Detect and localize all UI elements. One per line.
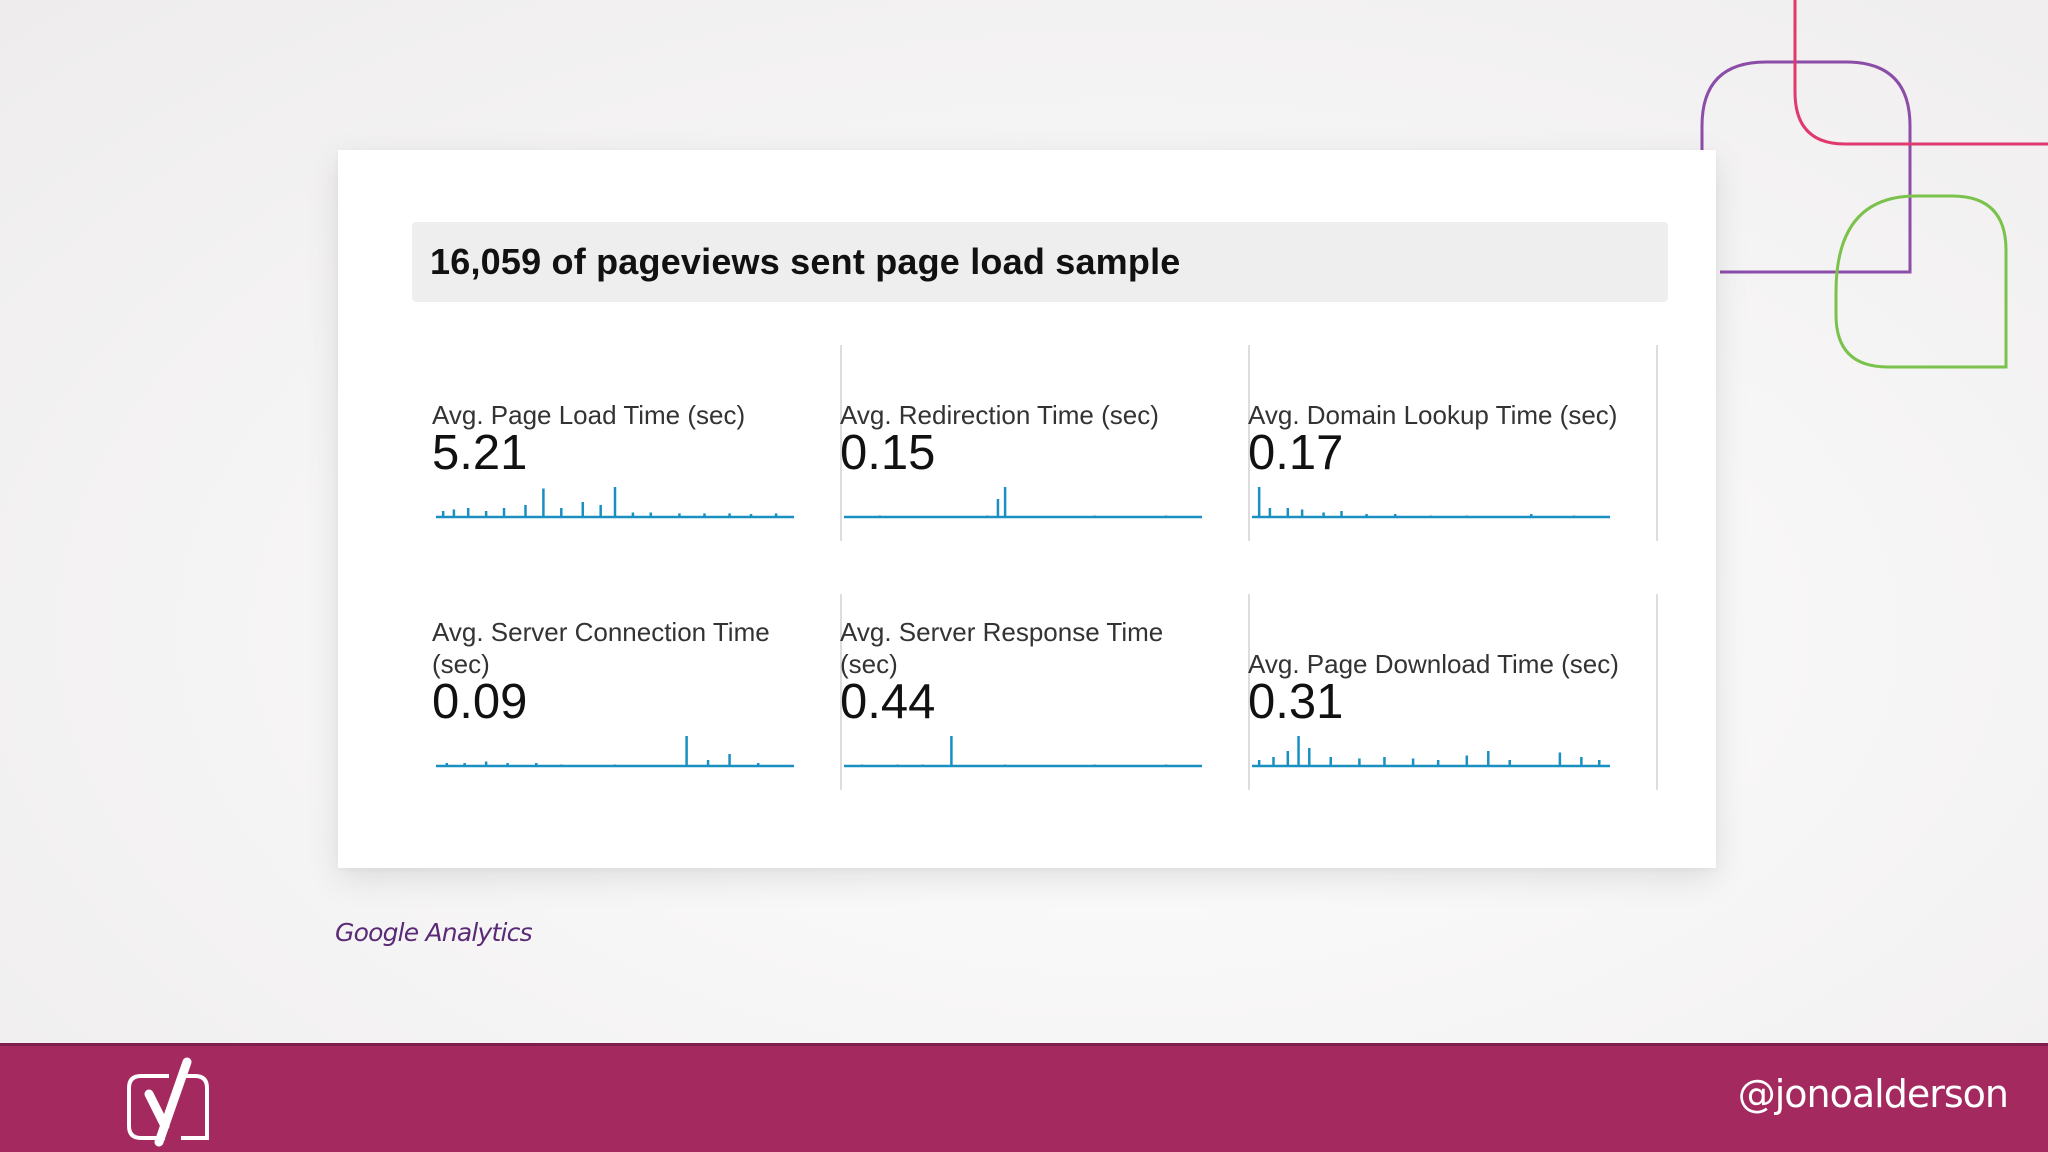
footer-bar: @jonoalderson xyxy=(0,1043,2048,1152)
metric-value: 0.31 xyxy=(1248,675,1344,729)
analytics-card: 16,059 of pageviews sent page load sampl… xyxy=(338,150,1716,868)
sparkline xyxy=(436,736,794,768)
metric-label: Avg. Page Download Time (sec) xyxy=(1248,649,1619,679)
metric-server-response-time: Avg. Server Response Time (sec) 0.44 xyxy=(840,594,1250,790)
metric-domain-lookup-time: Avg. Domain Lookup Time (sec) 0.17 xyxy=(1248,345,1658,541)
metric-server-connection-time: Avg. Server Connection Time (sec) 0.09 xyxy=(432,594,842,790)
metric-redirection-time: Avg. Redirection Time (sec) 0.15 xyxy=(840,345,1250,541)
source-caption: Google Analytics xyxy=(335,918,533,947)
metric-value: 0.09 xyxy=(432,675,528,729)
deco-purple-frame xyxy=(1700,60,1912,274)
metric-label: Avg. Page Load Time (sec) xyxy=(432,400,746,430)
sparkline xyxy=(844,736,1202,768)
metric-value: 0.44 xyxy=(840,675,936,729)
metric-page-download-time: Avg. Page Download Time (sec) 0.31 xyxy=(1248,594,1658,790)
metric-value: 0.17 xyxy=(1248,426,1344,480)
metric-label: Avg. Redirection Time (sec) xyxy=(840,400,1159,430)
metric-page-load-time: Avg. Page Load Time (sec) 5.21 xyxy=(432,345,842,541)
metric-label: Avg. Server Response Time (sec) xyxy=(840,617,1164,679)
deco-green-frame xyxy=(1834,194,2008,369)
pageviews-title: 16,059 of pageviews sent page load sampl… xyxy=(430,241,1181,282)
pageviews-header: 16,059 of pageviews sent page load sampl… xyxy=(412,222,1668,302)
metric-label: Avg. Domain Lookup Time (sec) xyxy=(1248,400,1618,430)
deco-pink-frame xyxy=(1793,0,2048,146)
sparkline xyxy=(1252,487,1610,519)
metric-label: Avg. Server Connection Time (sec) xyxy=(432,617,770,679)
sparkline xyxy=(844,487,1202,519)
twitter-handle: @jonoalderson xyxy=(1737,1072,2009,1116)
metric-value: 5.21 xyxy=(432,426,528,480)
sparkline xyxy=(436,487,794,519)
metric-value: 0.15 xyxy=(840,426,936,480)
yoast-y-logo-icon xyxy=(127,1057,209,1147)
sparkline xyxy=(1252,736,1610,768)
